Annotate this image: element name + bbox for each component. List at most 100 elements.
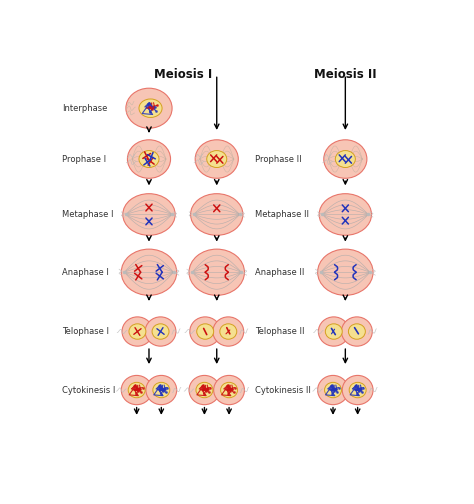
- Point: [137, 388, 145, 396]
- Ellipse shape: [126, 88, 172, 128]
- Ellipse shape: [318, 249, 373, 295]
- Point: [207, 384, 214, 392]
- Point: [200, 385, 207, 393]
- Point: [354, 385, 361, 393]
- Ellipse shape: [220, 324, 237, 339]
- Point: [149, 103, 157, 111]
- Point: [153, 101, 161, 109]
- Text: Metaphase I: Metaphase I: [62, 210, 113, 219]
- Ellipse shape: [153, 383, 170, 398]
- Text: Meiosis I: Meiosis I: [154, 68, 212, 81]
- Point: [231, 384, 239, 392]
- Point: [133, 385, 140, 393]
- Point: [146, 108, 154, 116]
- Ellipse shape: [220, 383, 237, 398]
- Point: [200, 381, 207, 389]
- Point: [227, 387, 234, 395]
- Point: [330, 387, 338, 395]
- Point: [148, 105, 155, 113]
- Ellipse shape: [129, 324, 146, 339]
- Point: [156, 385, 164, 393]
- Point: [156, 381, 164, 389]
- Ellipse shape: [146, 375, 177, 405]
- Point: [329, 385, 337, 393]
- Point: [353, 385, 360, 393]
- Ellipse shape: [121, 375, 152, 405]
- Ellipse shape: [207, 151, 227, 167]
- Point: [162, 388, 170, 396]
- Point: [159, 387, 166, 395]
- Point: [224, 381, 232, 389]
- Point: [333, 385, 340, 393]
- Text: Meiosis II: Meiosis II: [314, 68, 377, 81]
- Ellipse shape: [319, 317, 349, 346]
- Point: [225, 390, 232, 398]
- Ellipse shape: [128, 383, 145, 398]
- Point: [331, 385, 339, 393]
- Point: [145, 100, 152, 108]
- Point: [334, 388, 341, 396]
- Point: [201, 385, 208, 393]
- Point: [353, 381, 360, 389]
- Point: [228, 385, 236, 393]
- Ellipse shape: [128, 140, 171, 178]
- Point: [230, 388, 237, 396]
- Point: [204, 385, 211, 393]
- Point: [335, 384, 343, 392]
- Point: [355, 387, 363, 395]
- Ellipse shape: [214, 375, 245, 405]
- Point: [132, 390, 140, 398]
- Text: Interphase: Interphase: [62, 104, 107, 113]
- Text: Telophase II: Telophase II: [255, 327, 305, 336]
- Ellipse shape: [190, 317, 220, 346]
- Ellipse shape: [348, 324, 365, 339]
- Ellipse shape: [123, 194, 175, 235]
- Point: [157, 385, 165, 393]
- Point: [203, 385, 210, 393]
- Point: [132, 381, 139, 389]
- Ellipse shape: [325, 324, 342, 339]
- Ellipse shape: [195, 140, 238, 178]
- Ellipse shape: [197, 324, 214, 339]
- Point: [132, 385, 139, 393]
- Point: [205, 388, 213, 396]
- Point: [328, 381, 336, 389]
- Ellipse shape: [189, 249, 245, 295]
- Text: Prophase II: Prophase II: [255, 155, 302, 163]
- Point: [134, 387, 142, 395]
- Point: [228, 385, 235, 393]
- Point: [328, 385, 336, 393]
- Point: [224, 385, 232, 393]
- Text: Anaphase II: Anaphase II: [255, 268, 305, 277]
- Point: [327, 382, 335, 390]
- Ellipse shape: [189, 375, 220, 405]
- Ellipse shape: [349, 383, 366, 398]
- Point: [352, 382, 359, 390]
- Point: [157, 390, 164, 398]
- Text: Metaphase II: Metaphase II: [255, 210, 309, 219]
- Ellipse shape: [325, 383, 341, 398]
- Text: Cytokinesis I: Cytokinesis I: [62, 386, 115, 395]
- Point: [155, 382, 163, 390]
- Ellipse shape: [318, 375, 348, 405]
- Point: [164, 384, 171, 392]
- Point: [146, 103, 153, 111]
- Point: [161, 385, 169, 393]
- Ellipse shape: [139, 151, 159, 167]
- Point: [137, 385, 144, 393]
- Point: [353, 390, 361, 398]
- Point: [131, 382, 138, 390]
- Point: [360, 384, 367, 392]
- Ellipse shape: [324, 140, 367, 178]
- Ellipse shape: [341, 317, 372, 346]
- Point: [151, 103, 158, 111]
- Point: [223, 382, 231, 390]
- Point: [152, 107, 159, 115]
- Ellipse shape: [335, 151, 356, 167]
- Point: [200, 390, 208, 398]
- Point: [357, 385, 365, 393]
- Point: [356, 385, 364, 393]
- Ellipse shape: [213, 317, 244, 346]
- Text: Telophase I: Telophase I: [62, 327, 109, 336]
- Ellipse shape: [121, 249, 177, 295]
